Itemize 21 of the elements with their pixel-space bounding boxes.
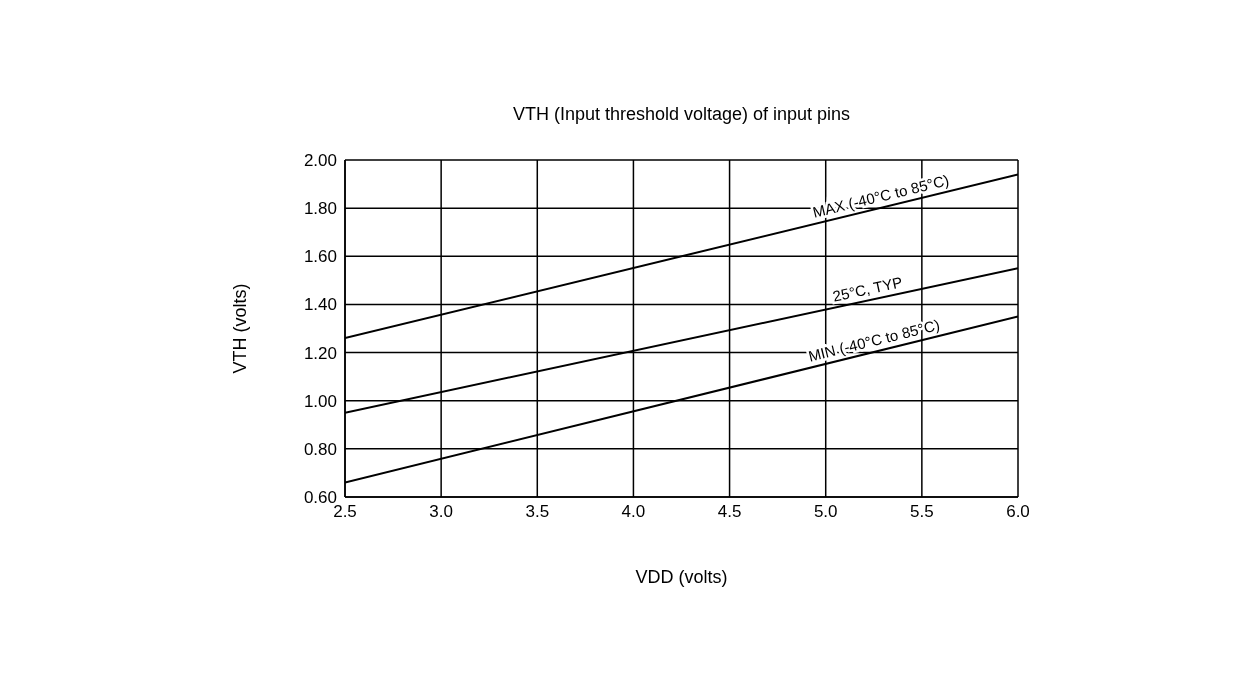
y-tick-label: 1.40 — [303, 295, 337, 315]
x-tick-label: 3.5 — [525, 502, 550, 522]
y-axis-title: VTH (volts) — [229, 282, 251, 376]
y-tick-label: 2.00 — [303, 151, 337, 171]
x-tick-label: 4.5 — [717, 502, 742, 522]
y-tick-label: 1.60 — [303, 247, 337, 267]
text: MAX (-40°C to 85°C) — [810, 171, 951, 221]
x-tick-label: 6.0 — [1006, 502, 1030, 522]
y-tick-label: 1.80 — [303, 199, 337, 219]
x-tick-label: 2.5 — [333, 502, 357, 522]
x-tick-label: 5.5 — [910, 502, 934, 522]
x-tick-label: 5.0 — [813, 502, 838, 522]
chart-title: VTH (Input threshold voltage) of input pins — [511, 104, 852, 125]
x-tick-label: 3.0 — [429, 502, 453, 522]
x-axis-title: VDD (volts) — [634, 567, 729, 588]
y-tick-label: 1.00 — [303, 391, 337, 411]
x-tick-label: 4.0 — [621, 502, 646, 522]
y-tick-label: 0.80 — [303, 439, 337, 459]
text: MIN (-40°C to 85°C) — [806, 315, 942, 365]
y-tick-label: 1.20 — [303, 343, 337, 363]
text: 25°C, TYP — [831, 273, 904, 305]
